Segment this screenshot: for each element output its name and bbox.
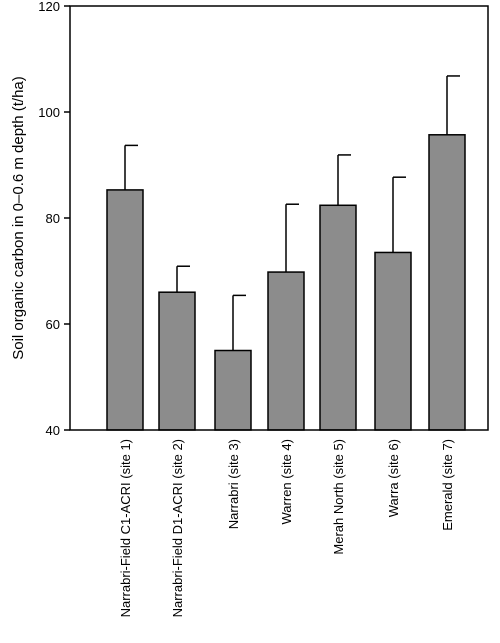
bar [267,271,305,431]
y-axis: 40 60 80 100 120 [38,0,70,438]
bar [106,189,144,431]
y-axis-label: Soil organic carbon in 0–0.6 m depth (t/… [10,76,27,360]
x-axis: Narrabri-Field C1-ACRI (site 1) Narrabri-… [118,439,455,617]
y-tick-label: 40 [46,423,60,438]
y-tick-label: 80 [46,211,60,226]
x-tick-label: Emerald (site 7) [440,439,455,531]
bar [158,291,196,431]
y-tick-label: 60 [46,317,60,332]
x-tick-label: Narrabri-Field C1-ACRI (site 1) [118,439,133,617]
error-bars [124,75,460,351]
x-tick-label: Warra (site 6) [386,439,401,517]
x-tick-label: Narrabri (site 3) [226,439,241,529]
x-tick-label: Merah North (site 5) [331,439,346,555]
y-tick-label: 100 [38,105,60,120]
bars [106,134,466,431]
y-tick-label: 120 [38,0,60,14]
bar [374,251,412,431]
x-tick-label: Narrabri-Field D1-ACRI (site 2) [170,439,185,617]
x-tick-label: Warren (site 4) [279,439,294,524]
bar [319,204,357,431]
bar [428,134,466,431]
bar [214,349,252,431]
